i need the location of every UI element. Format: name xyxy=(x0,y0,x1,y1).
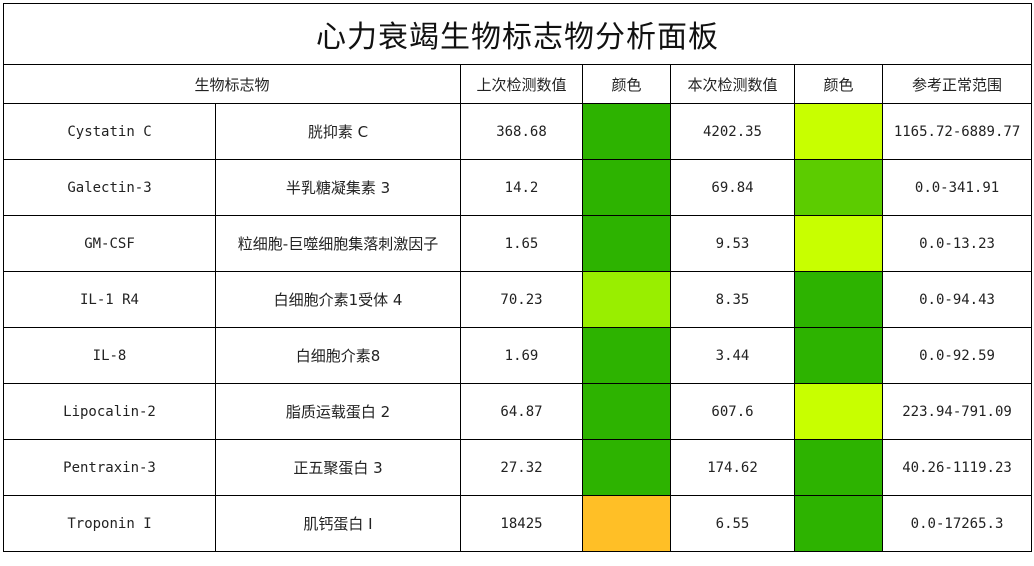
biomarker-table: 心力衰竭生物标志物分析面板 生物标志物 上次检测数值 颜色 本次检测数值 颜色 … xyxy=(2,3,1033,552)
current-color-swatch xyxy=(794,439,883,496)
previous-value: 27.32 xyxy=(460,439,583,496)
reference-range: 223.94-791.09 xyxy=(881,383,1033,440)
biomarker-english-name: Troponin I xyxy=(3,495,216,552)
current-value: 9.53 xyxy=(670,215,795,272)
table-row: Lipocalin-2 脂质运载蛋白 2 64.87 607.6 223.94-791.… xyxy=(3,383,1033,440)
table-row: IL-8 白细胞介素8 1.69 3.44 0.0-92.59 xyxy=(3,327,1033,384)
current-value: 174.62 xyxy=(670,439,795,496)
reference-range: 0.0-341.91 xyxy=(881,159,1033,216)
previous-value: 14.2 xyxy=(460,159,583,216)
previous-color-swatch xyxy=(582,327,671,384)
biomarker-chinese-name: 半乳糖凝集素 3 xyxy=(215,159,461,216)
current-color-swatch xyxy=(794,103,883,160)
previous-color-swatch xyxy=(582,159,671,216)
reference-range: 0.0-92.59 xyxy=(881,327,1033,384)
table-row: IL-1 R4 白细胞介素1受体 4 70.23 8.35 0.0-94.43 xyxy=(3,271,1033,328)
current-value: 607.6 xyxy=(670,383,795,440)
table-row: GM-CSF 粒细胞-巨噬细胞集落刺激因子 1.65 9.53 0.0-13.23 xyxy=(3,215,1033,272)
current-value: 8.35 xyxy=(670,271,795,328)
current-color-swatch xyxy=(794,159,883,216)
table-row: Pentraxin-3 正五聚蛋白 3 27.32 174.62 40.26-1119.… xyxy=(3,439,1033,496)
header-previous-value: 上次检测数值 xyxy=(460,64,583,104)
reference-range: 40.26-1119.23 xyxy=(881,439,1033,496)
previous-value: 18425 xyxy=(460,495,583,552)
table-row: Galectin-3 半乳糖凝集素 3 14.2 69.84 0.0-341.91 xyxy=(3,159,1033,216)
biomarker-chinese-name: 白细胞介素1受体 4 xyxy=(215,271,461,328)
biomarker-chinese-name: 胱抑素 C xyxy=(215,103,461,160)
header-previous-color: 颜色 xyxy=(582,64,671,104)
table-row: Cystatin C 胱抑素 C 368.68 4202.35 1165.72-6889… xyxy=(3,103,1033,160)
current-color-swatch xyxy=(794,495,883,552)
biomarker-english-name: Galectin-3 xyxy=(3,159,216,216)
reference-range: 0.0-94.43 xyxy=(881,271,1033,328)
previous-color-swatch xyxy=(582,439,671,496)
current-color-swatch xyxy=(794,327,883,384)
biomarker-english-name: IL-8 xyxy=(3,327,216,384)
reference-range: 0.0-13.23 xyxy=(881,215,1033,272)
current-value: 3.44 xyxy=(670,327,795,384)
table-row: Troponin I 肌钙蛋白 I 18425 6.55 0.0-17265.3 xyxy=(3,495,1033,552)
biomarker-panel: 心力衰竭生物标志物分析面板 生物标志物 上次检测数值 颜色 本次检测数值 颜色 … xyxy=(2,3,1033,563)
biomarker-english-name: Lipocalin-2 xyxy=(3,383,216,440)
previous-color-swatch xyxy=(582,271,671,328)
current-color-swatch xyxy=(794,215,883,272)
header-reference-range: 参考正常范围 xyxy=(881,64,1033,104)
reference-range: 1165.72-6889.77 xyxy=(881,103,1033,160)
previous-value: 1.65 xyxy=(460,215,583,272)
current-value: 69.84 xyxy=(670,159,795,216)
current-value: 4202.35 xyxy=(670,103,795,160)
current-value: 6.55 xyxy=(670,495,795,552)
previous-value: 70.23 xyxy=(460,271,583,328)
biomarker-english-name: Cystatin C xyxy=(3,103,216,160)
previous-color-swatch xyxy=(582,495,671,552)
previous-value: 368.68 xyxy=(460,103,583,160)
header-current-value: 本次检测数值 xyxy=(670,64,795,104)
biomarker-chinese-name: 肌钙蛋白 I xyxy=(215,495,461,552)
biomarker-english-name: IL-1 R4 xyxy=(3,271,216,328)
biomarker-chinese-name: 粒细胞-巨噬细胞集落刺激因子 xyxy=(215,215,461,272)
current-color-swatch xyxy=(794,383,883,440)
biomarker-english-name: Pentraxin-3 xyxy=(3,439,216,496)
biomarker-chinese-name: 脂质运载蛋白 2 xyxy=(215,383,461,440)
biomarker-chinese-name: 白细胞介素8 xyxy=(215,327,461,384)
biomarker-chinese-name: 正五聚蛋白 3 xyxy=(215,439,461,496)
biomarker-english-name: GM-CSF xyxy=(3,215,216,272)
previous-color-swatch xyxy=(582,103,671,160)
previous-value: 1.69 xyxy=(460,327,583,384)
current-color-swatch xyxy=(794,271,883,328)
previous-color-swatch xyxy=(582,215,671,272)
header-biomarker: 生物标志物 xyxy=(3,64,461,104)
header-current-color: 颜色 xyxy=(794,64,883,104)
previous-value: 64.87 xyxy=(460,383,583,440)
header-row: 生物标志物 上次检测数值 颜色 本次检测数值 颜色 参考正常范围 xyxy=(3,64,1033,104)
previous-color-swatch xyxy=(582,383,671,440)
page-title: 心力衰竭生物标志物分析面板 xyxy=(2,3,1033,65)
reference-range: 0.0-17265.3 xyxy=(881,495,1033,552)
